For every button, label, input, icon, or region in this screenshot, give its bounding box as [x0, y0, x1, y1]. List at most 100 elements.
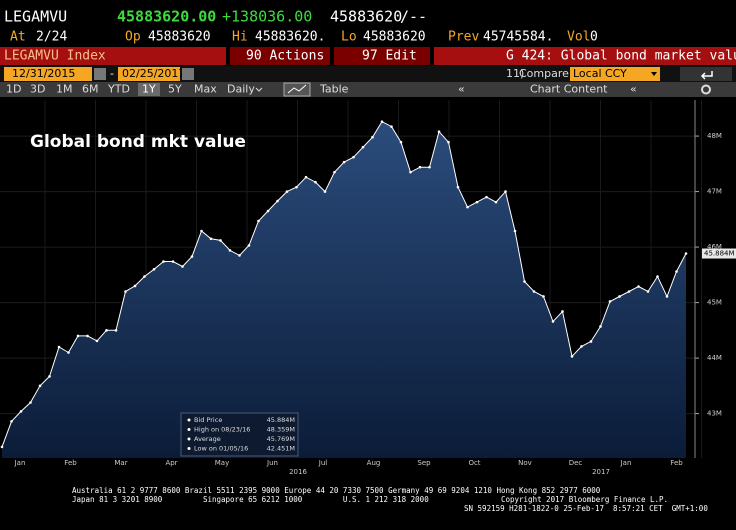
legend-value: 45.769M — [267, 435, 295, 443]
range-button[interactable] — [78, 83, 100, 96]
price-point — [76, 334, 80, 338]
x-tick-label: Jul — [318, 459, 328, 467]
price-point — [504, 190, 507, 193]
table[interactable]: Table — [319, 83, 349, 96]
range-button[interactable] — [52, 83, 74, 96]
price-point — [238, 254, 241, 257]
security-bar[interactable] — [0, 47, 226, 65]
frequency[interactable]: Daily — [227, 83, 255, 96]
x-tick-label: Oct — [468, 459, 480, 467]
compare: Compare — [519, 67, 569, 80]
edit-button[interactable] — [334, 47, 430, 65]
price-point — [646, 290, 650, 293]
price-point — [162, 260, 165, 263]
security: LEGAMVU Index — [4, 49, 106, 64]
range-button[interactable] — [104, 83, 134, 96]
back-button[interactable] — [680, 67, 732, 81]
x-tick-label: Nov — [518, 459, 532, 467]
price-point — [627, 290, 631, 293]
year-label: 2017 — [592, 468, 610, 476]
legend-value: 48.359M — [267, 426, 295, 434]
function-title: G 424: Global bond market value — [506, 49, 736, 64]
y-tick-label: 43M — [707, 410, 722, 418]
price-point — [333, 170, 336, 174]
price-point — [447, 140, 450, 144]
legend-marker — [187, 437, 191, 441]
field-label: Hi — [232, 30, 248, 45]
range-label: 1Y — [142, 83, 156, 96]
footer-line: Japan 81 3 3201 8900 Singapore 65 6212 1… — [72, 495, 668, 504]
x-tick-label: Jan — [14, 459, 26, 467]
chart-content[interactable]: Chart Content — [530, 83, 608, 96]
legend-marker — [187, 447, 191, 450]
price-point — [542, 295, 545, 298]
price-point — [637, 285, 640, 288]
price-point — [561, 310, 564, 313]
price-point — [618, 295, 621, 298]
price-point — [285, 190, 289, 193]
range-label: 1M — [56, 83, 73, 96]
calendar-icon[interactable] — [182, 68, 194, 80]
price-point — [494, 200, 498, 204]
settings-icon[interactable] — [701, 84, 711, 95]
y-tick-label: 47M — [707, 188, 722, 196]
function-bar — [434, 47, 736, 65]
legend-marker — [187, 418, 191, 422]
price-point — [352, 155, 355, 159]
compare-num: 11) — [506, 67, 524, 80]
price-point — [219, 239, 222, 242]
price-point — [570, 355, 574, 358]
range-button[interactable] — [164, 83, 186, 96]
field-value: 45883620. — [255, 30, 325, 45]
price-point — [143, 275, 146, 278]
range-button[interactable] — [26, 83, 48, 96]
end-date-input[interactable] — [118, 67, 180, 81]
collapse-icon[interactable]: « — [458, 83, 465, 96]
price-point — [437, 130, 441, 133]
change: +138036.00 — [222, 8, 312, 26]
area-fill — [2, 121, 686, 458]
range-button[interactable] — [190, 83, 212, 96]
range-button[interactable] — [138, 83, 160, 96]
at-value: 2/24 — [36, 30, 67, 45]
price-point — [124, 290, 127, 293]
x-tick-label: Mar — [114, 459, 127, 467]
legend-label: High on 08/23/16 — [194, 426, 250, 434]
year-label: 2016 — [289, 468, 307, 476]
dropdown-arrow — [255, 87, 263, 92]
edit: 97 Edit — [362, 49, 417, 64]
price-point — [608, 300, 612, 303]
field-label: Prev — [448, 30, 479, 45]
price-point — [418, 165, 422, 169]
price-point — [19, 410, 23, 413]
x-tick-label: Dec — [569, 459, 583, 467]
actions-button[interactable] — [230, 47, 330, 65]
start-date-input[interactable] — [4, 67, 92, 81]
field-value: 45745584. — [483, 30, 553, 45]
bid: 45883620 — [330, 8, 402, 26]
price-point — [266, 209, 270, 213]
price-point — [29, 401, 32, 404]
price-point — [475, 200, 479, 204]
price-point — [200, 229, 203, 233]
price-point — [190, 255, 194, 258]
price-point — [152, 267, 156, 271]
end-date: 02/25/2017 — [122, 67, 185, 80]
price-point — [456, 185, 460, 189]
legend-box — [180, 412, 299, 457]
currency-select[interactable] — [570, 67, 660, 81]
price-point — [276, 199, 279, 203]
range-label: Max — [194, 83, 217, 96]
range-button[interactable] — [2, 83, 24, 96]
price-point — [409, 170, 412, 174]
price-point — [304, 175, 308, 179]
x-tick-label: Jan — [620, 459, 632, 467]
x-tick-label: Apr — [165, 459, 177, 467]
price-point — [209, 237, 213, 241]
price-point — [485, 195, 488, 199]
calendar-icon[interactable] — [94, 68, 106, 80]
chart-title: Global bond mkt value — [30, 132, 246, 152]
price-point — [171, 260, 175, 263]
price-point — [10, 420, 13, 423]
collapse-icon[interactable]: « — [630, 83, 637, 96]
